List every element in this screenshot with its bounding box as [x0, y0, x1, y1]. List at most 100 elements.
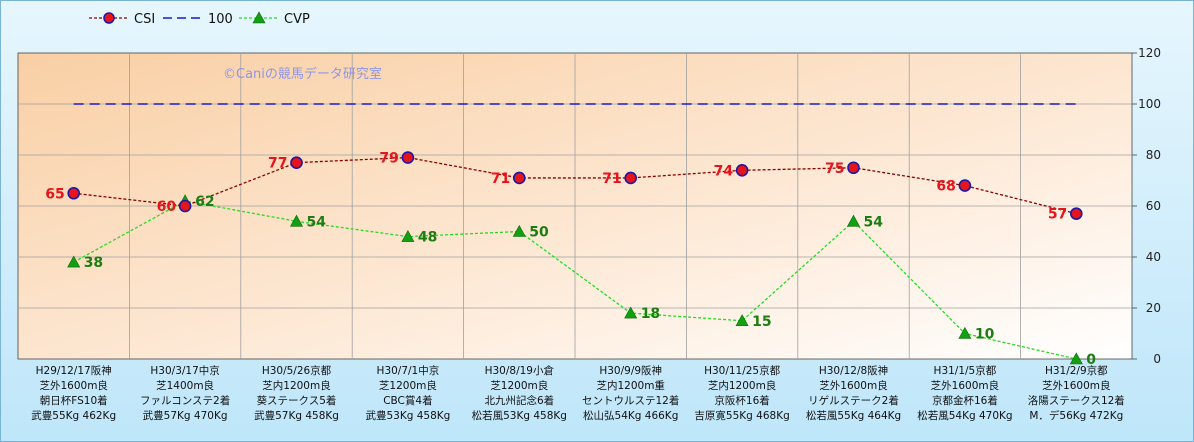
cvp-data-label: 62 [195, 194, 214, 210]
cvp-data-label: 54 [307, 214, 327, 230]
csi-data-label: 77 [268, 156, 287, 172]
cvp-data-label: 0 [1086, 352, 1096, 368]
x-tick-label: 武豊57Kg 470Kg [143, 409, 228, 422]
x-tick-label: H31/1/5京都 [934, 364, 997, 377]
legend-cvp-marker [252, 11, 266, 24]
x-tick-label: H30/7/1中京 [377, 364, 440, 377]
cvp-data-label: 54 [864, 214, 884, 230]
cvp-data-label: 50 [529, 225, 549, 241]
cvp-point [289, 214, 304, 227]
cvp-point [846, 214, 861, 227]
cvp-point [67, 255, 81, 268]
x-tick-label: 芝外1600m良 [39, 379, 107, 392]
csi-point [958, 179, 972, 192]
x-tick-label: 朝日杯FS10着 [40, 394, 108, 407]
cvp-data-label: 48 [418, 230, 437, 246]
csi-data-label: 60 [157, 199, 177, 215]
series-csi-line [73, 156, 1077, 215]
x-tick-label: H30/9/9阪神 [599, 364, 662, 377]
y-tick-label: 120 [1138, 46, 1161, 60]
x-tick-label: 芝内1200m良 [262, 379, 330, 392]
csi-point [401, 151, 415, 164]
x-tick-label: 京阪杯16着 [714, 394, 769, 407]
legend-cvp-label: CVP [284, 12, 310, 27]
x-tick-label: M．デ56Kg 472Kg [1029, 409, 1123, 422]
legend-csi-marker [103, 12, 115, 24]
y-tick-label: 20 [1146, 301, 1161, 315]
csi-data-label: 79 [379, 151, 398, 167]
x-tick-label: セントウルステ12着 [582, 394, 679, 407]
csi-point [847, 161, 860, 175]
legend: CSI 100 CVP [89, 11, 310, 27]
csi-data-label: 71 [491, 171, 510, 187]
x-tick-label: 武豊55Kg 462Kg [31, 409, 116, 422]
csi-point [290, 156, 303, 169]
csi-data-label: 74 [714, 163, 734, 179]
x-tick-label: 葵ステークス5着 [257, 394, 337, 407]
cvp-point [958, 326, 972, 339]
cvp-data-label: 38 [84, 255, 103, 271]
x-tick-label: 洛陽ステークス12着 [1028, 394, 1125, 407]
cvp-data-label: 18 [641, 306, 660, 322]
x-tick-label: H31/2/9京都 [1045, 364, 1108, 377]
cvp-point [1069, 352, 1083, 365]
x-tick-label: H30/3/17中京 [150, 364, 219, 377]
csi-point [178, 199, 192, 213]
x-tick-label: 芝1400m良 [156, 379, 214, 392]
y-tick-label: 60 [1146, 199, 1161, 213]
csi-point [624, 171, 638, 185]
label-layer: 38 62 54 48 50 18 15 54 10 0 65 60 77 79 71 71 74 75 68 57 [45, 151, 1096, 368]
x-tick-label: 松山弘54Kg 466Kg [583, 409, 678, 422]
x-tick-label: 芝内1200m良 [708, 379, 776, 392]
csi-data-label: 75 [825, 161, 844, 177]
x-tick-label: H30/11/25京都 [704, 364, 781, 377]
cvp-data-label: 15 [752, 314, 771, 330]
csi-point [67, 186, 80, 200]
y-axis-ticks: 0 20 40 60 80 100 120 [1132, 46, 1161, 366]
legend-csi-label: CSI [134, 12, 155, 27]
cvp-point [401, 229, 415, 242]
x-tick-label: H30/5/26京都 [262, 364, 332, 377]
csi-point [512, 171, 526, 185]
x-tick-label: 武豊53Kg 458Kg [365, 409, 450, 422]
x-tick-label: リゲルステーク2着 [808, 394, 899, 407]
csi-data-label: 68 [936, 179, 955, 195]
x-tick-label: 京都金杯16着 [932, 394, 998, 407]
x-tick-label: H30/8/19小倉 [485, 364, 555, 377]
y-tick-label: 0 [1153, 352, 1161, 366]
y-tick-label: 100 [1138, 97, 1161, 111]
cvp-data-label: 10 [975, 327, 995, 343]
x-tick-label: 武豊57Kg 458Kg [254, 409, 339, 422]
cvp-point [624, 306, 638, 319]
x-tick-label: 芝内1200m重 [596, 379, 664, 392]
x-tick-label: 北九州記念6着 [484, 394, 554, 407]
x-tick-label: CBC賞4着 [383, 394, 432, 407]
x-tick-label: 松若風54Kg 470Kg [917, 409, 1012, 422]
series-cvp-line [73, 200, 1077, 360]
x-tick-label: 吉原寛55Kg 468Kg [694, 409, 789, 422]
y-tick-label: 80 [1146, 148, 1161, 162]
series-layer [67, 103, 1083, 365]
csi-data-label: 71 [602, 171, 621, 187]
cvp-point [735, 314, 749, 327]
x-tick-label: 松若風55Kg 464Kg [806, 409, 901, 422]
x-tick-label: 芝外1600m良 [931, 379, 999, 392]
x-tick-label: 芝外1600m良 [819, 379, 887, 392]
x-tick-label: H30/12/8阪神 [819, 364, 888, 377]
x-tick-label: 芝外1600m良 [1042, 379, 1110, 392]
x-tick-label: H29/12/17阪神 [36, 364, 112, 377]
csi-point [735, 164, 749, 177]
x-tick-label: 松若風53Kg 458Kg [472, 409, 567, 422]
x-tick-label: ファルコンステ2着 [140, 394, 230, 407]
legend-100-label: 100 [208, 12, 233, 27]
csi-data-label: 65 [45, 186, 64, 202]
csi-point [1070, 207, 1083, 220]
x-tick-label: 芝1200m良 [490, 379, 548, 392]
x-tick-label: 芝1200m良 [379, 379, 437, 392]
csi-data-label: 57 [1048, 207, 1067, 223]
cvp-point [512, 224, 526, 237]
y-tick-label: 40 [1146, 250, 1161, 264]
